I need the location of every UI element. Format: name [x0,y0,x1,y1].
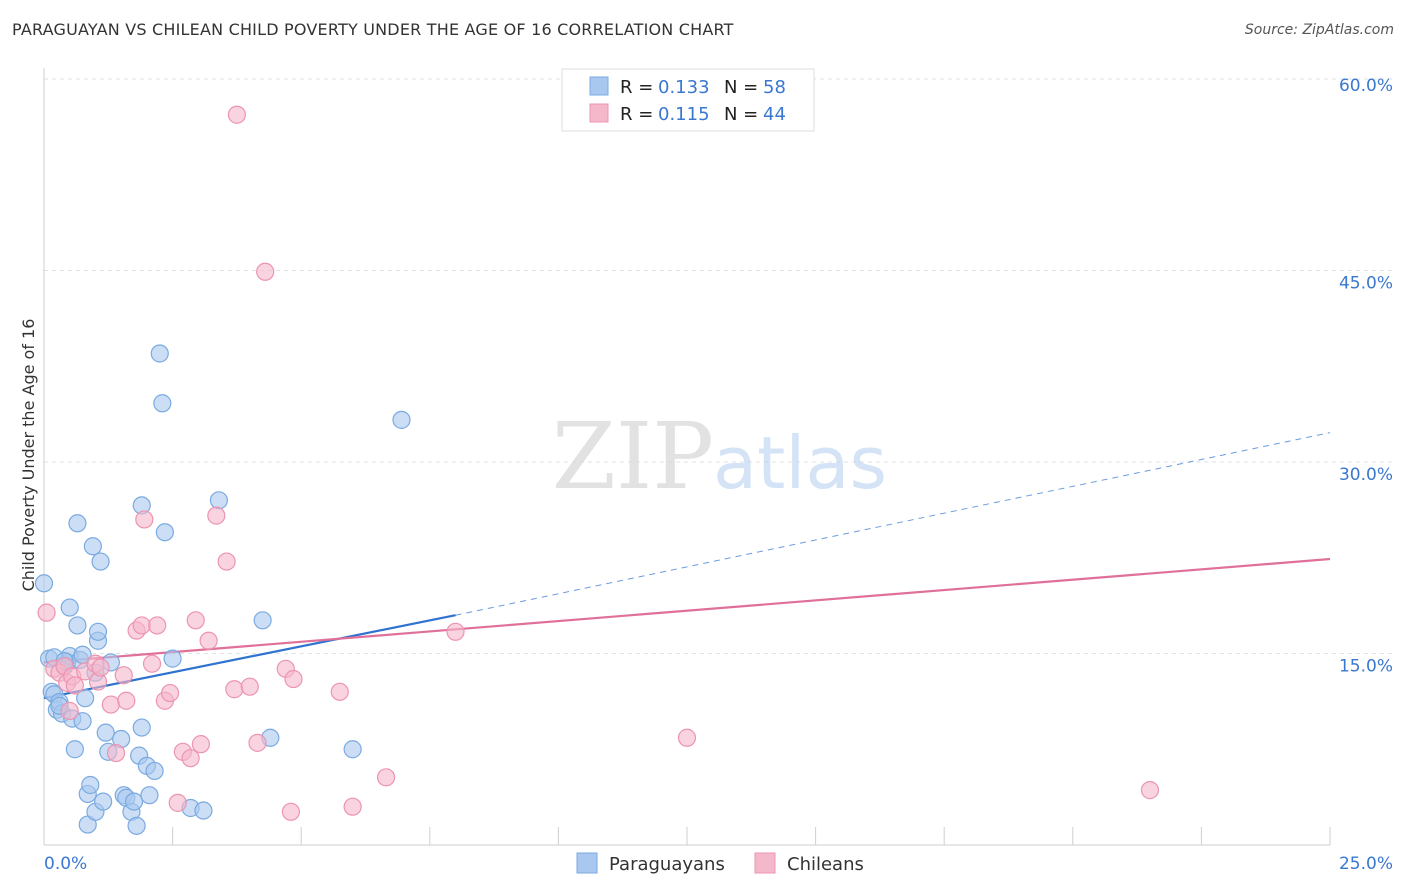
trend-layer [43,432,1331,700]
paraguayan-point-22 [83,537,102,556]
paraguayan-point-50 [209,491,228,510]
chilean-point-33 [240,677,259,696]
legend-n-label-1: N = [724,77,758,98]
y-tick-label-60: 60.0% [1339,76,1393,96]
paraguayan-point-54 [392,410,411,429]
paraguayan-point-53 [343,740,362,759]
paraguayan-point-51 [253,611,272,630]
y-axis-label: Child Poverty Under the Age of 16 [19,319,38,592]
y-tick-label-15: 15.0% [1339,657,1393,677]
chilean-point-26 [186,611,205,630]
chilean-point-43 [677,728,697,747]
paraguayan-point-47 [163,649,182,668]
chilean-point-41 [376,768,396,787]
chilean-point-15 [117,691,136,710]
legend-swatch-chileans [589,103,609,123]
chilean-point-35 [256,262,275,281]
points-layer [34,105,1160,835]
chilean-point-42 [446,622,465,641]
chilean-point-30 [217,552,236,571]
legend-n-label-2: N = [724,104,758,125]
chilean-point-40 [343,797,362,816]
chilean-point-25 [181,749,200,768]
chilean-point-5 [60,701,79,721]
chart-title: PARAGUAYAN VS CHILEAN CHILD POVERTY UNDE… [12,20,734,39]
chilean-point-39 [330,682,349,701]
chilean-point-20 [148,616,167,635]
y-tick-label-45: 45.0% [1339,274,1393,294]
chilean-point-18 [135,510,154,529]
chilean-point-7 [65,676,84,695]
chilean-point-29 [207,506,226,525]
legend-r-value-1: 0.133 [658,77,710,98]
paraguayan-point-46 [155,523,174,542]
watermark-zip: ZIP [552,403,714,510]
chilean-point-44 [1140,781,1160,800]
chilean-point-32 [227,105,246,124]
legend-n-value-1: 58 [763,77,786,98]
chilean-point-38 [284,669,303,689]
chilean-point-11 [91,658,110,677]
bottom-legend-swatch-paraguayans [576,852,598,874]
paraguayan-point-14 [68,514,87,533]
chileans-trend-line [43,557,1331,664]
chilean-point-23 [168,793,187,812]
bottom-legend-label-paraguayans: Paraguayans [609,854,725,875]
chilean-point-14 [114,666,133,685]
paraguayan-point-44 [150,344,169,363]
legend: R = 0.133 N = 58 R = 0.115 N = 44 [561,68,815,132]
paraguayan-point-36 [124,792,144,811]
chilean-point-19 [142,654,162,673]
paraguayan-point-18 [76,689,95,708]
chilean-point-28 [199,631,218,650]
paraguayan-point-29 [96,723,115,742]
chilean-point-22 [160,683,180,703]
grid-layer [44,78,1395,654]
paraguayan-point-10 [60,598,79,617]
chilean-point-34 [248,733,267,752]
paraguayan-point-13 [68,616,87,635]
paraguayan-point-16 [73,712,92,731]
chilean-point-27 [191,735,210,754]
paraguayan-point-42 [140,786,159,805]
paraguayan-point-49 [194,801,213,820]
bottom-legend-label-chileans: Chileans [787,854,864,875]
legend-swatch-paraguayans [589,76,609,96]
y-tick-label-30: 30.0% [1339,465,1393,485]
chilean-point-31 [225,680,244,699]
paraguayan-point-43 [145,761,164,781]
bottom-legend-swatch-chileans [754,852,776,874]
chilean-point-0 [37,603,56,622]
legend-n-value-2: 44 [763,104,786,125]
paraguayan-point-45 [153,394,172,413]
chart-source: Source: ZipAtlas.com [1244,22,1394,38]
legend-r-label-1: R = [620,77,653,98]
paraguayan-point-12 [65,740,84,759]
chilean-point-17 [132,616,151,635]
chilean-point-37 [281,802,301,821]
paraguayan-point-37 [127,816,146,835]
watermark-atlas: atlas [713,421,887,505]
paraguayan-point-27 [91,552,110,571]
legend-r-label-2: R = [620,104,653,125]
x-tick-label-start: 0.0% [44,854,87,874]
axes-layer: 15.0% 30.0% 45.0% 60.0% 0.0% 25.0% [43,68,1393,874]
paraguayan-point-21 [81,775,100,795]
paraguayan-point-28 [94,792,113,811]
chilean-point-13 [106,743,126,763]
paraguayan-point-26 [88,622,108,641]
x-tick-label-end: 25.0% [1339,854,1393,874]
paraguayan-point-39 [132,718,151,737]
paraguayans-trend-line [43,614,456,700]
watermark: ZIP atlas [552,403,887,510]
paraguayans-trend-extension [455,432,1331,616]
bottom-legend: Paraguayans Chileans [576,852,864,875]
chilean-point-12 [101,695,120,714]
paraguayan-point-0 [34,574,54,593]
legend-r-value-2: 0.115 [658,104,710,125]
